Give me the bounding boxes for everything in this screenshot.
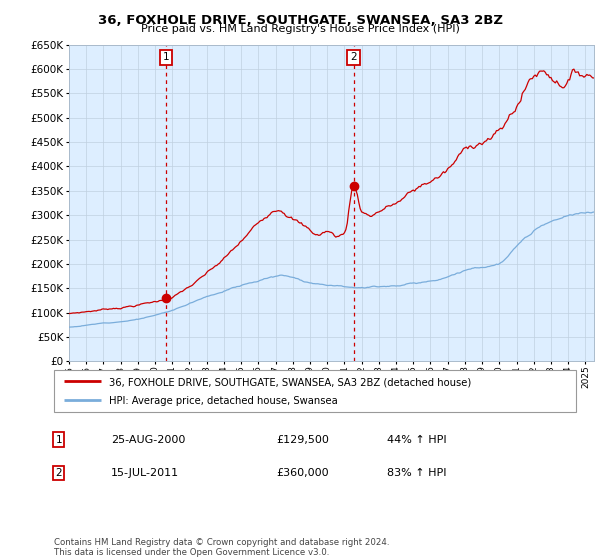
Text: £129,500: £129,500 xyxy=(276,435,329,445)
Text: Contains HM Land Registry data © Crown copyright and database right 2024.
This d: Contains HM Land Registry data © Crown c… xyxy=(54,538,389,557)
Text: 36, FOXHOLE DRIVE, SOUTHGATE, SWANSEA, SA3 2BZ (detached house): 36, FOXHOLE DRIVE, SOUTHGATE, SWANSEA, S… xyxy=(109,377,471,387)
Text: 44% ↑ HPI: 44% ↑ HPI xyxy=(387,435,446,445)
Text: 2: 2 xyxy=(55,468,62,478)
Text: 25-AUG-2000: 25-AUG-2000 xyxy=(111,435,185,445)
Text: HPI: Average price, detached house, Swansea: HPI: Average price, detached house, Swan… xyxy=(109,396,338,405)
Text: 83% ↑ HPI: 83% ↑ HPI xyxy=(387,468,446,478)
Text: 36, FOXHOLE DRIVE, SOUTHGATE, SWANSEA, SA3 2BZ: 36, FOXHOLE DRIVE, SOUTHGATE, SWANSEA, S… xyxy=(97,14,503,27)
Text: 15-JUL-2011: 15-JUL-2011 xyxy=(111,468,179,478)
Text: 2: 2 xyxy=(350,53,357,63)
FancyBboxPatch shape xyxy=(54,370,576,412)
Text: 1: 1 xyxy=(163,53,169,63)
Text: Price paid vs. HM Land Registry's House Price Index (HPI): Price paid vs. HM Land Registry's House … xyxy=(140,24,460,34)
Text: £360,000: £360,000 xyxy=(276,468,329,478)
Text: 1: 1 xyxy=(55,435,62,445)
